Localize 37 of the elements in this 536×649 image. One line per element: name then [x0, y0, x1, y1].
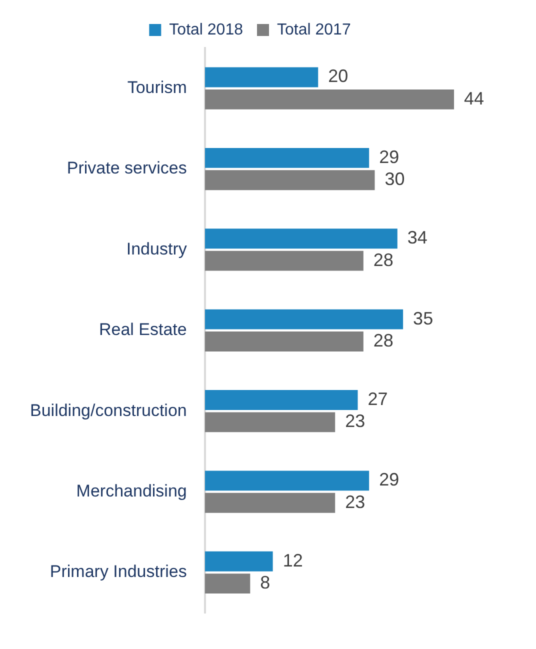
bar — [204, 492, 336, 513]
bar — [204, 412, 336, 432]
bar — [204, 67, 318, 88]
data-label: 27 — [368, 388, 388, 409]
y-tick-label: Primary Industries — [50, 562, 187, 582]
data-label: 35 — [413, 308, 434, 328]
bar — [204, 170, 375, 190]
data-label: 12 — [282, 550, 303, 570]
bar — [204, 574, 250, 594]
y-tick-label: Real Estate — [98, 320, 187, 340]
y-tick-label: Merchandising — [76, 481, 187, 500]
legend-label: Total 2017 — [277, 21, 351, 38]
bar — [204, 332, 364, 352]
y-tick-label: Private services — [66, 158, 187, 178]
bar — [204, 390, 358, 410]
data-label: 23 — [345, 411, 366, 432]
bar — [204, 148, 370, 168]
data-label: 29 — [379, 146, 400, 167]
data-label: 34 — [407, 228, 428, 248]
data-label: 30 — [384, 169, 405, 190]
data-label: 20 — [328, 66, 348, 86]
y-tick-label: Tourism — [127, 78, 187, 98]
data-label: 44 — [464, 88, 484, 108]
bar — [204, 250, 364, 271]
y-tick-label: Building/construction — [30, 400, 187, 420]
legend-label: Total 2018 — [169, 21, 244, 38]
data-label: 29 — [379, 470, 400, 490]
bar — [204, 89, 454, 110]
y-tick-label: Industry — [126, 239, 188, 258]
bar — [204, 228, 398, 249]
bar — [204, 551, 273, 572]
bar — [204, 309, 404, 330]
data-label: 28 — [373, 330, 394, 350]
data-label: 28 — [373, 250, 394, 270]
data-label: 23 — [345, 492, 366, 512]
bar — [204, 470, 370, 491]
data-label: 8 — [260, 572, 270, 593]
